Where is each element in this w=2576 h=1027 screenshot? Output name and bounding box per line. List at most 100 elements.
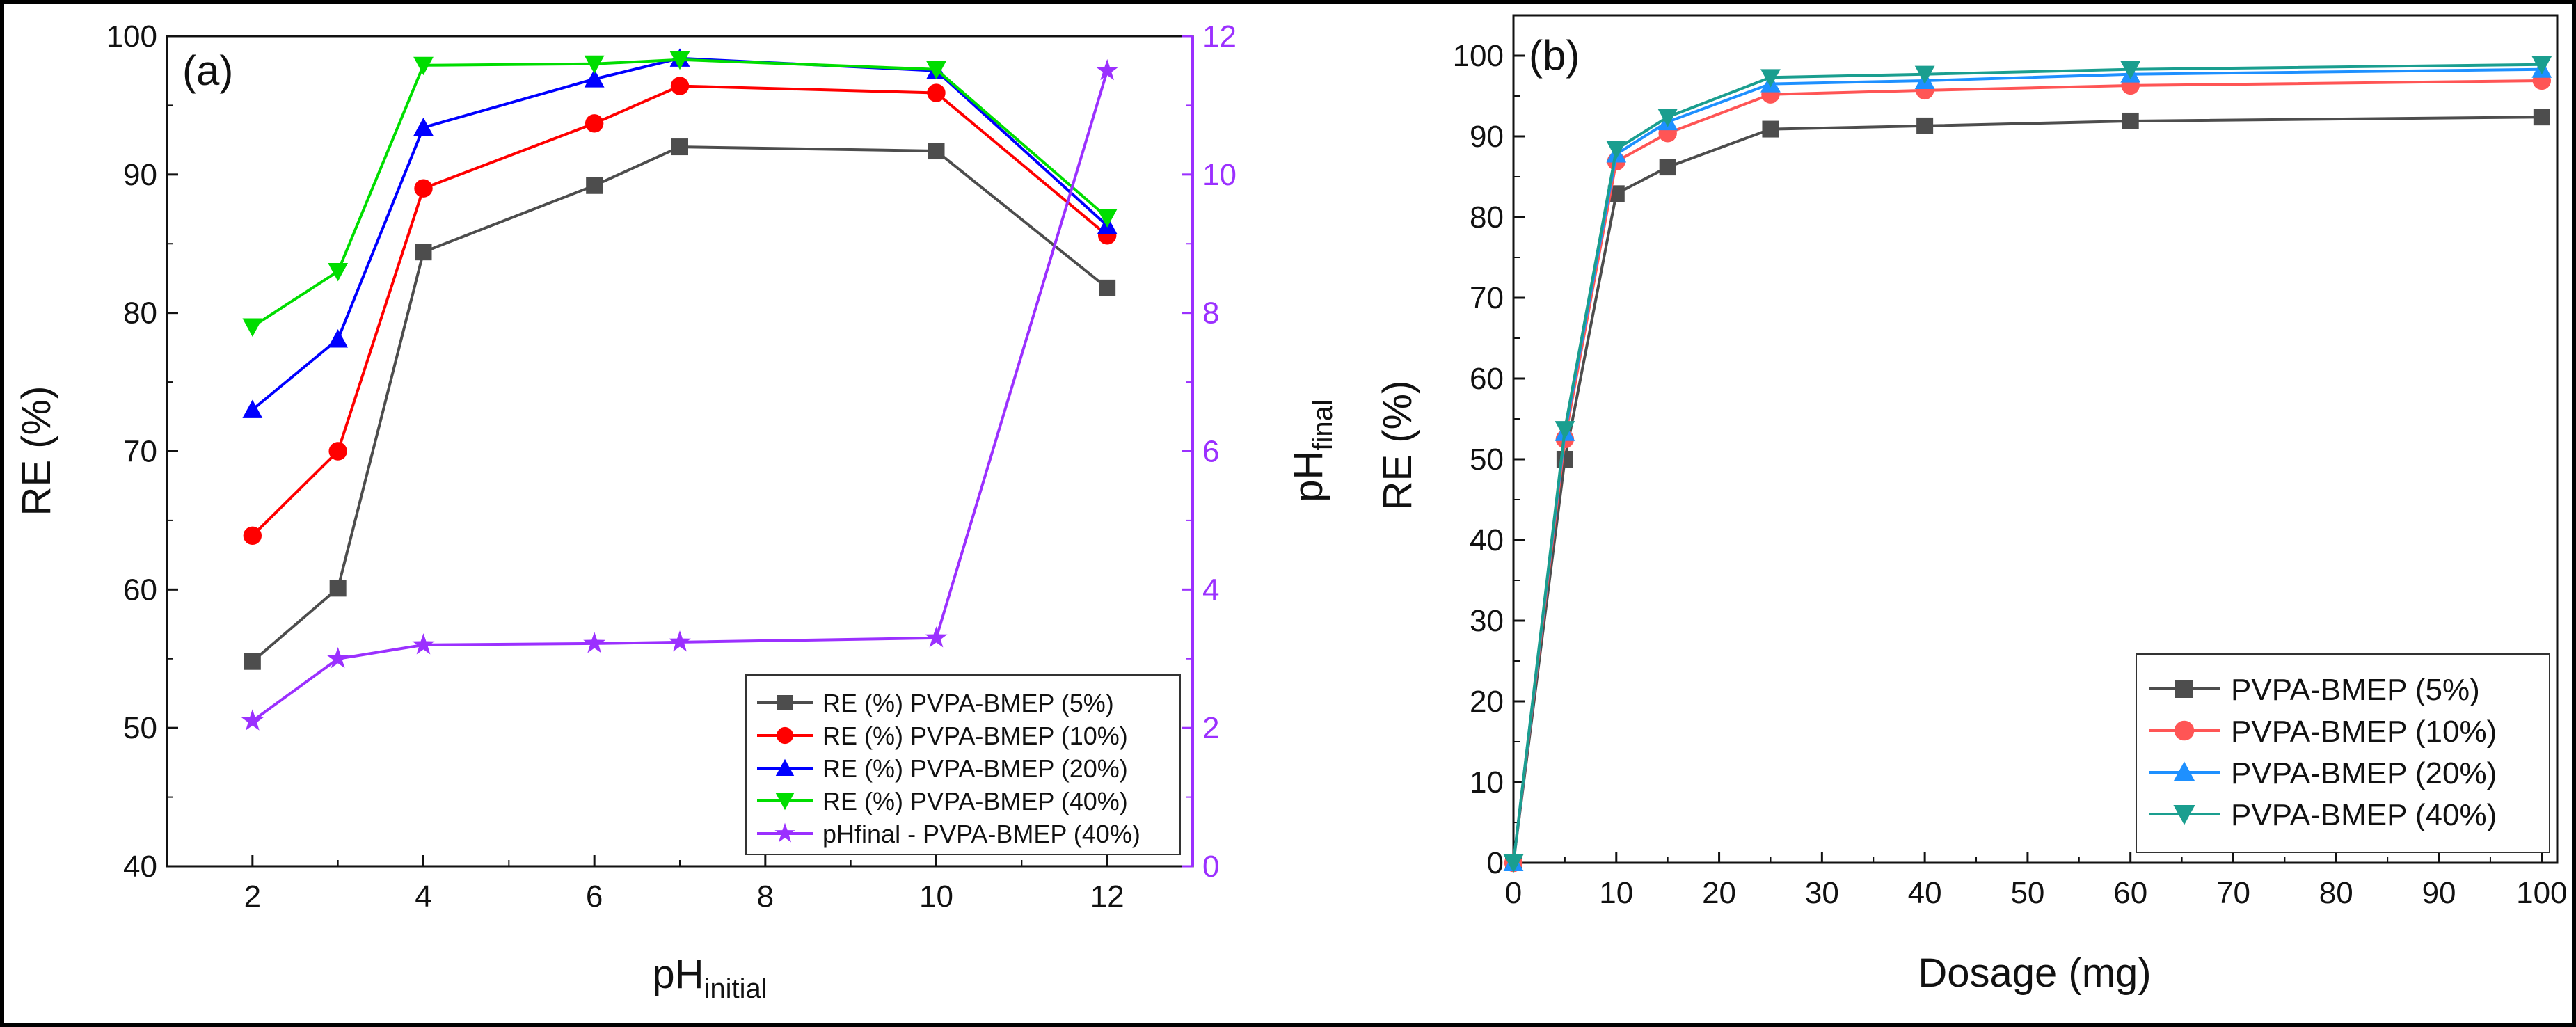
panel-a-data-point bbox=[242, 399, 263, 418]
panel-a-x-tick-label: 2 bbox=[244, 879, 261, 914]
panel-a-data-point bbox=[928, 143, 945, 160]
panel-b-data-point bbox=[2122, 112, 2139, 129]
panel-b-series-line-0 bbox=[1512, 116, 2542, 863]
panel-a-data-point bbox=[927, 83, 946, 102]
panel-b-x-tick-label: 70 bbox=[2216, 876, 2250, 910]
panel-a-data-point bbox=[1096, 58, 1119, 81]
panel-a-x-axis-title: pHinitial bbox=[652, 952, 767, 1004]
panel-b-data-point bbox=[2531, 56, 2552, 75]
panel-a-series bbox=[241, 48, 1119, 731]
panel-a-x-axis-title-main: pH bbox=[652, 952, 703, 997]
panel-b-x-tick-label: 10 bbox=[1599, 876, 1633, 910]
panel-b-series bbox=[1503, 56, 2552, 873]
panel-b-tag: (b) bbox=[1529, 32, 1580, 79]
panel-a-legend-label: RE (%) PVPA-BMEP (10%) bbox=[822, 722, 1128, 750]
panel-b-legend-label: PVPA-BMEP (20%) bbox=[2231, 756, 2497, 790]
panel-a-data-point bbox=[584, 69, 605, 88]
panel-b-series-line-3 bbox=[1512, 63, 2542, 863]
panel-a-legend-marker bbox=[777, 695, 793, 710]
panel-a-tag: (a) bbox=[182, 47, 233, 94]
panel-a-data-point bbox=[414, 179, 433, 198]
panel-b-data-point bbox=[1606, 141, 1627, 159]
panel-b-x-tick-label: 50 bbox=[2010, 876, 2044, 910]
panel-a-left-axis: 40 50 60 70 80 90 100 bbox=[106, 19, 178, 884]
panel-b-data-point bbox=[1657, 109, 1678, 127]
panel-a-data-point bbox=[241, 709, 264, 731]
panel-b-x-tick-label: 0 bbox=[1505, 876, 1522, 910]
panel-a-data-point bbox=[415, 244, 432, 261]
panel-b-data-point bbox=[2120, 61, 2141, 80]
panel-a-data-point bbox=[413, 117, 434, 136]
panel-b-data-point bbox=[1916, 117, 1934, 134]
panel-a-data-point bbox=[584, 55, 605, 74]
panel-b-y-tick-label: 50 bbox=[1470, 443, 1504, 477]
panel-b-y-axis-title: RE (%) bbox=[1375, 381, 1420, 511]
panel-b-data-point bbox=[1556, 451, 1573, 468]
panel-b-data-point bbox=[1659, 159, 1676, 176]
panel-a-data-point bbox=[328, 442, 347, 461]
panel-a-data-point bbox=[586, 177, 603, 194]
panel-b-data-point bbox=[1914, 65, 1935, 85]
panel-b-y-tick-label: 0 bbox=[1487, 846, 1504, 880]
panel-a-data-point bbox=[412, 633, 435, 655]
panel-a-data-point bbox=[670, 77, 690, 95]
panel-b-y-tick-label: 30 bbox=[1470, 604, 1504, 638]
panel-b-x-tick-label: 80 bbox=[2319, 876, 2353, 910]
panel-a-right-axis-title-sub: final bbox=[1307, 399, 1338, 450]
panel-a-data-point bbox=[925, 626, 948, 648]
panel-b-legend-label: PVPA-BMEP (40%) bbox=[2231, 798, 2497, 832]
panel-a-legend-label: pHfinal - PVPA-BMEP (40%) bbox=[822, 820, 1140, 848]
panel-a-right-tick-label: 4 bbox=[1202, 573, 1219, 607]
panel-a-x-tick-label: 12 bbox=[1090, 879, 1124, 914]
panel-a-data-point bbox=[669, 630, 691, 652]
panel-a-data-point bbox=[583, 632, 606, 653]
panel-a-left-tick-label: 40 bbox=[123, 850, 157, 884]
panel-a-right-axis-title: pHfinal bbox=[1286, 399, 1338, 502]
panel-a-legend-box bbox=[745, 674, 1181, 855]
panel-a-x-tick-label: 6 bbox=[586, 879, 603, 914]
panel-b-data-point bbox=[1762, 120, 1779, 138]
panel-a-data-point bbox=[328, 329, 349, 348]
panel-b-data-point bbox=[1555, 421, 1575, 440]
panel-a-data-point bbox=[329, 580, 347, 597]
panel-a-x-tick-label: 10 bbox=[919, 879, 953, 914]
panel-b-x-tick-label: 90 bbox=[2422, 876, 2456, 910]
panel-a-data-point bbox=[1099, 279, 1116, 296]
panel-a-left-tick-label: 80 bbox=[123, 296, 157, 331]
panel-b-legend-label: PVPA-BMEP (10%) bbox=[2231, 715, 2497, 749]
panel-a-legend-label: RE (%) PVPA-BMEP (40%) bbox=[822, 787, 1128, 815]
panel-a-left-tick-label: 60 bbox=[123, 573, 157, 607]
panel-b-legend-label: PVPA-BMEP (5%) bbox=[2231, 673, 2480, 707]
panel-a-data-point bbox=[326, 647, 349, 669]
panel-b-x-tick-label: 30 bbox=[1805, 876, 1839, 910]
panel-b-y-tick-label: 100 bbox=[1453, 39, 1504, 73]
panel-a-legend-marker bbox=[776, 726, 794, 745]
panel-a-x-tick-label: 4 bbox=[415, 879, 431, 914]
panel-b-y-tick-label: 80 bbox=[1470, 200, 1504, 234]
panel-a-legend-marker bbox=[775, 758, 795, 776]
panel-b-legend: PVPA-BMEP (5%) PVPA-BMEP (10%) PVPA-BMEP (… bbox=[2136, 653, 2550, 853]
panel-a-left-tick-label: 50 bbox=[123, 711, 157, 745]
panel-a-x-axis-title-sub: initial bbox=[704, 973, 768, 1004]
panel-b-y-tick-label: 70 bbox=[1470, 281, 1504, 315]
panel-b-x-axis-title: Dosage (mg) bbox=[1918, 950, 2151, 996]
panel-a-y-axis-title: RE (%) bbox=[14, 386, 59, 516]
panel-b-data-point bbox=[1760, 69, 1781, 88]
panel-a-data-point bbox=[244, 653, 261, 670]
panel-b-legend-box bbox=[2136, 653, 2550, 853]
panel-b-data-point bbox=[1503, 854, 1524, 873]
panel-b-y-tick-label: 40 bbox=[1470, 523, 1504, 557]
panel-a-right-tick-label: 0 bbox=[1202, 850, 1219, 884]
panel-a-right-axis: 0 2 4 6 8 10 12 bbox=[1182, 19, 1237, 884]
panel-a-data-point bbox=[669, 51, 690, 70]
panel-b-x-axis: 0 10 20 30 40 50 60 70 80 90 100 bbox=[1505, 852, 2568, 910]
panel-a-data-point bbox=[1097, 209, 1118, 228]
panel-a-legend-label: RE (%) PVPA-BMEP (5%) bbox=[822, 689, 1114, 717]
panel-b-x-tick-label: 20 bbox=[1702, 876, 1736, 910]
panel-a-data-point bbox=[328, 263, 349, 282]
panel-a: (a) 40 50 60 70 80 90 100 0 2 4 6 8 10 12 2 4 6 8 10 12 R… bbox=[14, 19, 1338, 1004]
panel-a-right-axis-title-main: pH bbox=[1286, 451, 1331, 502]
panel-b: (b) 0 10 20 30 40 50 60 70 80 90 100 0 10 20 30 40 50 60… bbox=[1375, 14, 2568, 996]
